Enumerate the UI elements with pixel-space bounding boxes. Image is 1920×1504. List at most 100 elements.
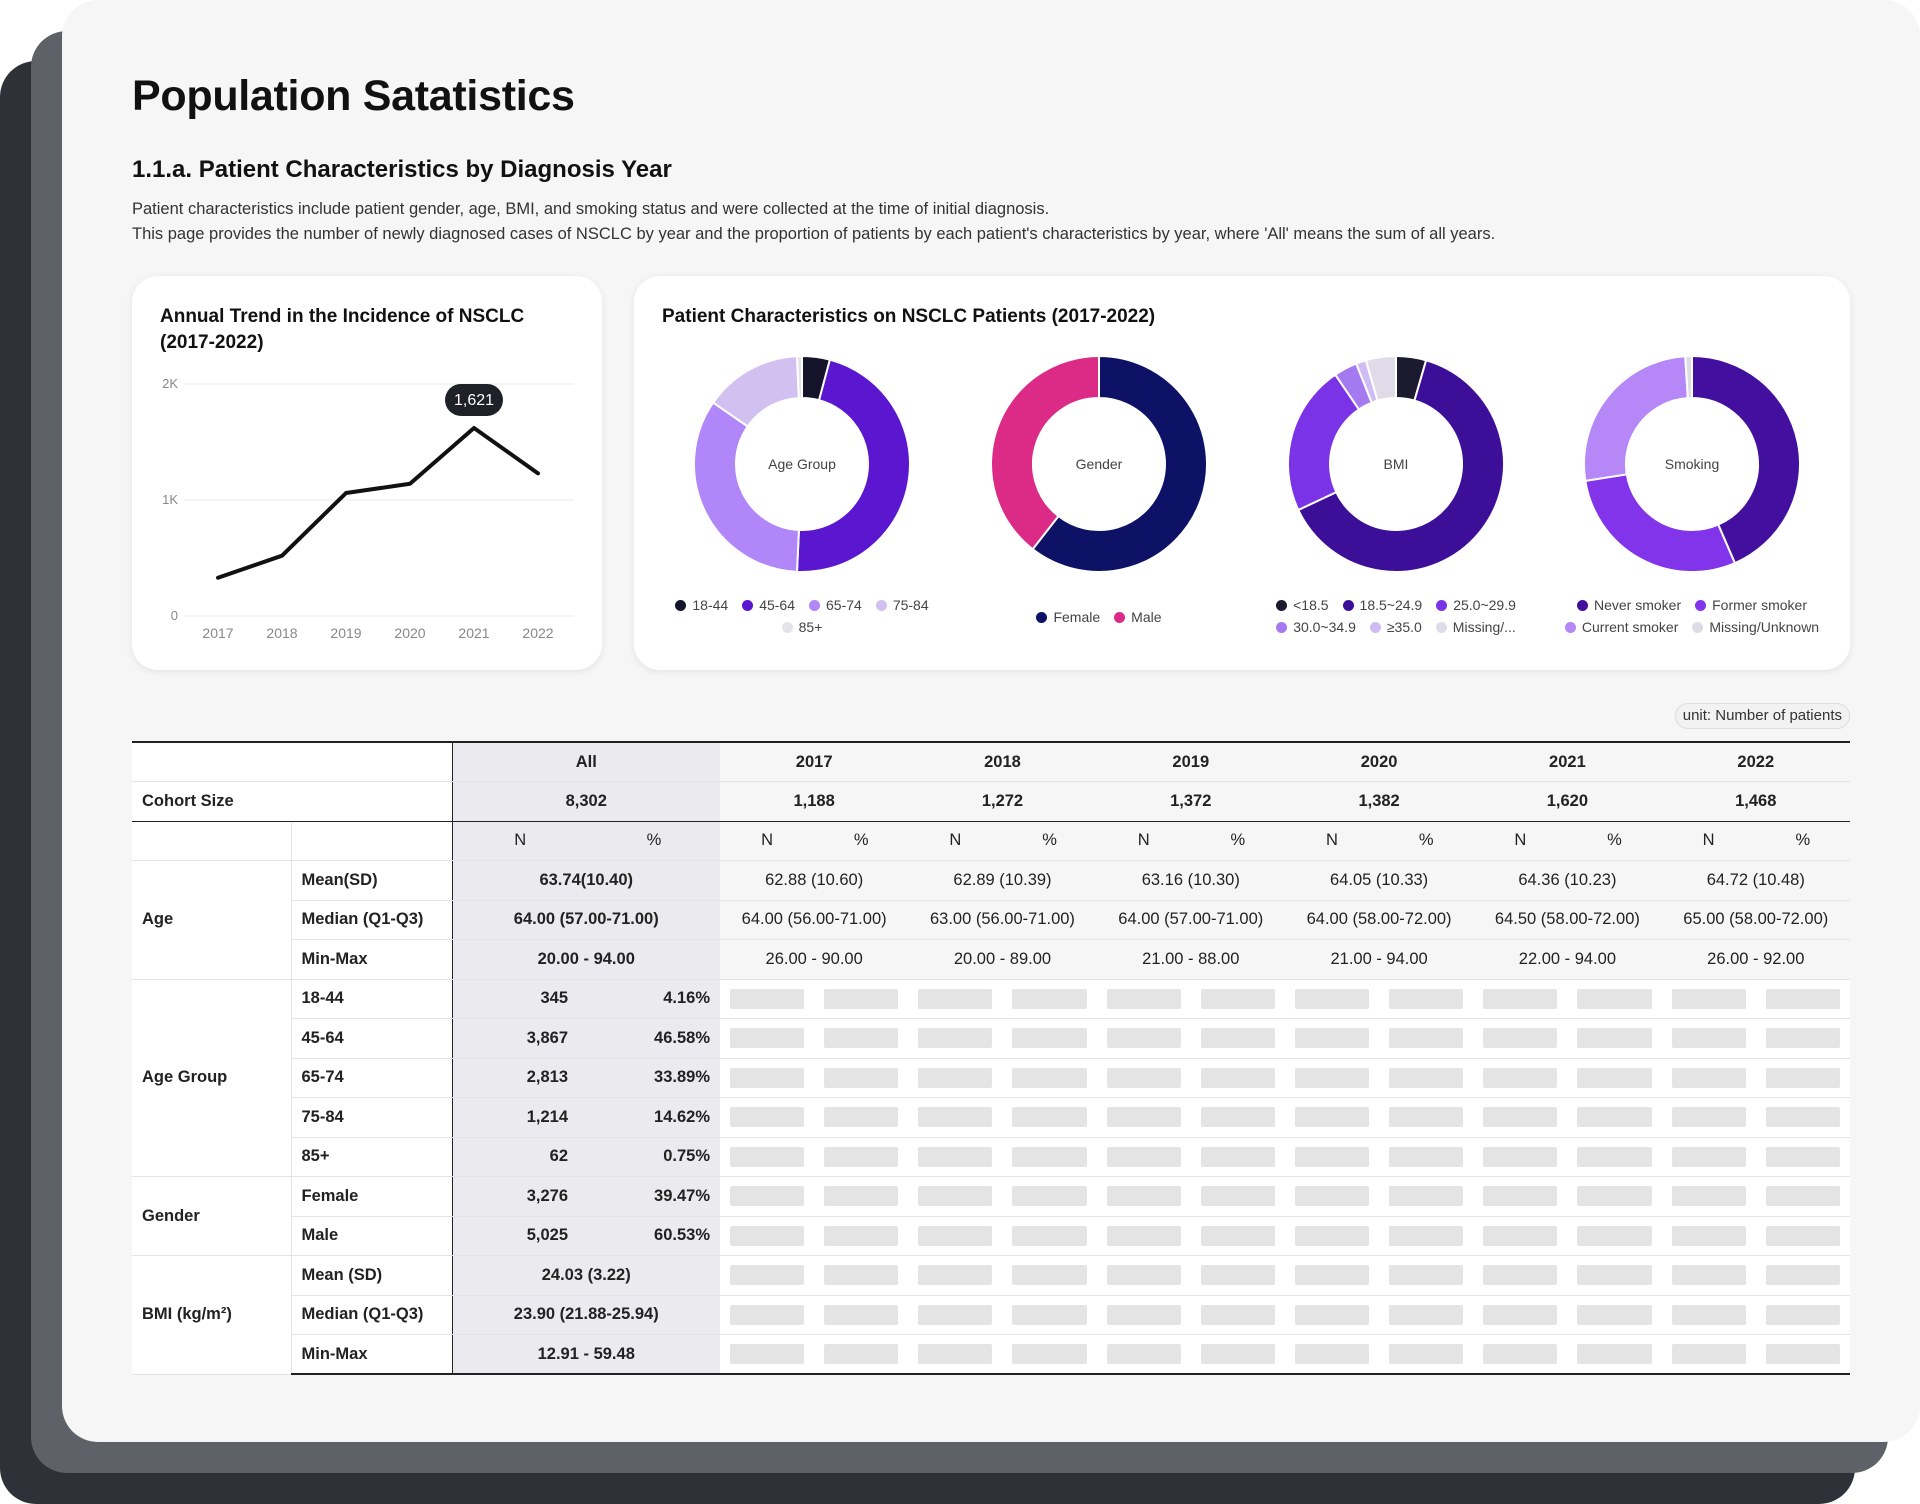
bmi-row-label: Mean (SD): [290, 1255, 453, 1296]
placeholder-cell: [1567, 1058, 1662, 1098]
placeholder-bar: [1389, 1225, 1464, 1246]
age-row: Age Mean(SD) 63.74(10.40) 62.88 (10.60) 62.8…: [132, 860, 1850, 980]
placeholder-bar: [1483, 988, 1558, 1009]
placeholder-bar: [1389, 1186, 1464, 1207]
legend-item[interactable]: Never smoker: [1576, 597, 1681, 613]
placeholder-cell: [720, 1334, 815, 1375]
cohort-year-value: 1,382: [1284, 781, 1474, 822]
placeholder-bar: [730, 1304, 805, 1325]
placeholder-cell: [1567, 1097, 1662, 1138]
n-header: N: [1661, 821, 1756, 861]
placeholder-cell: [1096, 1018, 1191, 1059]
legend-item[interactable]: 18-44: [675, 597, 728, 613]
legend-item[interactable]: <18.5: [1276, 597, 1329, 613]
n-header: N: [908, 821, 1003, 861]
placeholder-cell: [1567, 1018, 1662, 1059]
legend-item[interactable]: 18.5~24.9: [1342, 597, 1422, 613]
age-all-value: 63.74(10.40): [452, 860, 720, 901]
placeholder-bar: [918, 1146, 993, 1167]
placeholder-cell: [1190, 1216, 1285, 1256]
legend-item[interactable]: Former smoker: [1695, 597, 1807, 613]
legend-item[interactable]: 30.0~34.9: [1276, 619, 1356, 635]
legend-dot-icon: [1342, 599, 1354, 611]
legend-item[interactable]: Female: [1036, 609, 1100, 625]
placeholder-bar: [1106, 1186, 1181, 1207]
placeholder-bar: [918, 1265, 993, 1286]
placeholder-cell: [1284, 979, 1380, 1019]
placeholder-cell: [1567, 1295, 1662, 1335]
placeholder-bar: [1012, 1028, 1087, 1049]
age-year-value: 64.72 (10.48): [1661, 860, 1850, 901]
age-group-all-n: 62: [452, 1137, 588, 1177]
header-year: 2022: [1661, 741, 1850, 782]
placeholder-bar: [1106, 1107, 1181, 1128]
pct-header: %: [1567, 821, 1662, 861]
placeholder-bar: [1012, 1265, 1087, 1286]
legend-item[interactable]: Missing/...: [1435, 619, 1516, 635]
legend-item[interactable]: Current smoker: [1564, 619, 1678, 635]
placeholder-bar: [1012, 1304, 1087, 1325]
placeholder-cell: [720, 1058, 815, 1098]
placeholder-cell: [720, 979, 815, 1019]
placeholder-bar: [918, 1067, 993, 1088]
donut-center-label: BMI: [1384, 456, 1409, 472]
placeholder-cell: [1473, 1018, 1568, 1059]
legend-dot-icon: [1276, 621, 1288, 633]
y-tick-label: 1K: [162, 492, 178, 507]
placeholder-cell: [1284, 1334, 1380, 1375]
placeholder-bar: [1671, 1107, 1746, 1128]
cohort-row: Cohort Size 8,302 1,188 1,272 1,372 1,382 1,62…: [132, 781, 1850, 822]
placeholder-cell: [1379, 1097, 1474, 1138]
legend-item[interactable]: 25.0~29.9: [1436, 597, 1516, 613]
cohort-year-value: 1,372: [1096, 781, 1285, 822]
placeholder-bar: [1671, 1265, 1746, 1286]
n-header: N: [1284, 821, 1380, 861]
pie-chart-title: Patient Characteristics on NSCLC Patient…: [662, 306, 1156, 327]
placeholder-bar: [730, 1067, 805, 1088]
pie-chart-panel: Patient Characteristics on NSCLC Patient…: [634, 276, 1850, 670]
placeholder-cell: [1755, 1255, 1850, 1296]
legend-item[interactable]: 85+: [781, 619, 822, 635]
placeholder-bar: [1012, 1107, 1087, 1128]
placeholder-cell: [1473, 1295, 1568, 1335]
placeholder-bar: [824, 988, 899, 1009]
placeholder-bar: [1765, 1304, 1840, 1325]
placeholder-bar: [1106, 1225, 1181, 1246]
age-year-value: 64.00 (56.00-71.00): [720, 900, 909, 940]
x-tick-label: 2021: [458, 625, 489, 641]
age-row-label: Min-Max: [290, 939, 453, 980]
gender-all-pct: 39.47%: [588, 1176, 720, 1217]
placeholder-bar: [918, 988, 993, 1009]
placeholder-bar: [1765, 1265, 1840, 1286]
age-group-all-pct: 0.75%: [588, 1137, 720, 1177]
legend-item[interactable]: 75-84: [875, 597, 929, 613]
legend-item[interactable]: 65-74: [809, 597, 862, 613]
donut-slice: [990, 354, 1100, 551]
section-title: 1.1.a. Patient Characteristics by Diagno…: [132, 156, 672, 183]
placeholder-cell: [1661, 1097, 1756, 1138]
age-all-value: 64.00 (57.00-71.00): [452, 900, 720, 940]
legend-item[interactable]: ≥35.0: [1369, 619, 1422, 635]
placeholder-cell: [814, 1137, 909, 1177]
placeholder-cell: [1379, 979, 1474, 1019]
age-group-row: 65-74 2,813 33.89%: [132, 1058, 1850, 1098]
legend-item[interactable]: Male: [1114, 609, 1162, 625]
placeholder-cell: [1190, 1097, 1285, 1138]
age-group-all-pct: 46.58%: [588, 1018, 720, 1059]
legend-item[interactable]: Missing/Unknown: [1692, 619, 1819, 635]
placeholder-bar: [1200, 1028, 1275, 1049]
placeholder-bar: [1012, 1344, 1087, 1364]
age-year-value: 22.00 - 94.00: [1473, 939, 1662, 980]
trend-chart-panel: Annual Trend in the Incidence of NSCLC (…: [132, 276, 602, 670]
placeholder-cell: [1661, 1018, 1756, 1059]
placeholder-cell: [1379, 1216, 1474, 1256]
legend-item[interactable]: 45-64: [742, 597, 795, 613]
placeholder-bar: [1106, 1028, 1181, 1049]
placeholder-cell: [1190, 1255, 1285, 1296]
placeholder-bar: [1765, 1186, 1840, 1207]
placeholder-bar: [1671, 1067, 1746, 1088]
donut-gender-chart: Gender: [990, 354, 1208, 573]
bmi-row-label: Median (Q1-Q3): [290, 1295, 453, 1335]
placeholder-cell: [1002, 1334, 1097, 1375]
cohort-label: Cohort Size: [132, 781, 453, 822]
